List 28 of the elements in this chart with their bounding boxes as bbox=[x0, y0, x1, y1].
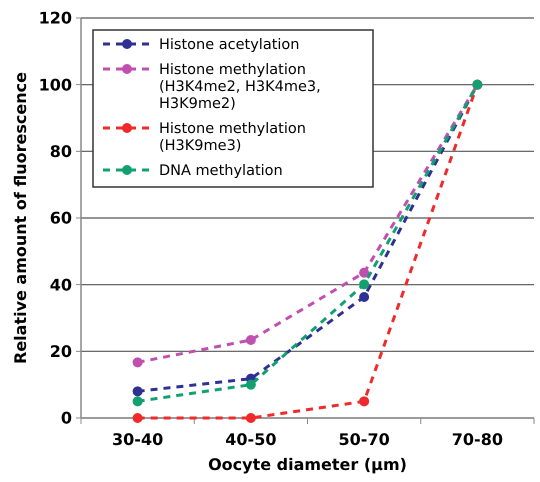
point bbox=[359, 279, 370, 290]
y-tick-label: 100 bbox=[38, 75, 72, 94]
point bbox=[359, 292, 370, 302]
x-axis-title: Oocyte diameter (µm) bbox=[208, 455, 407, 474]
x-tick-label: 40-50 bbox=[225, 430, 276, 449]
y-tick-label: 40 bbox=[50, 275, 72, 294]
y-tick-label: 60 bbox=[50, 208, 72, 228]
y-tick-label: 80 bbox=[50, 142, 72, 161]
y-tick-label: 20 bbox=[50, 342, 72, 361]
x-tick-label: 30-40 bbox=[112, 430, 164, 449]
x-tick-label: 70-80 bbox=[452, 430, 503, 449]
legend-label: Histone methylation (H3K9me3) bbox=[159, 121, 306, 154]
point bbox=[246, 335, 256, 345]
point bbox=[359, 396, 370, 406]
legend-label: Histone methylation (H3K4me2, H3K4me3, H3K9me2) bbox=[159, 62, 321, 112]
y-tick-label: 120 bbox=[38, 8, 72, 28]
y-axis-title: Relative amount of fluorescence bbox=[11, 72, 30, 364]
point bbox=[246, 380, 256, 390]
y-tick-label: 0 bbox=[60, 408, 72, 428]
legend-label: DNA methylation bbox=[159, 163, 283, 180]
point bbox=[132, 386, 143, 396]
legend-label: Histone acetylation bbox=[159, 37, 300, 54]
point bbox=[359, 268, 370, 278]
point bbox=[132, 357, 143, 368]
point bbox=[132, 413, 143, 423]
point bbox=[132, 396, 143, 406]
x-tick-label: 50-70 bbox=[338, 430, 390, 449]
point bbox=[246, 413, 256, 423]
